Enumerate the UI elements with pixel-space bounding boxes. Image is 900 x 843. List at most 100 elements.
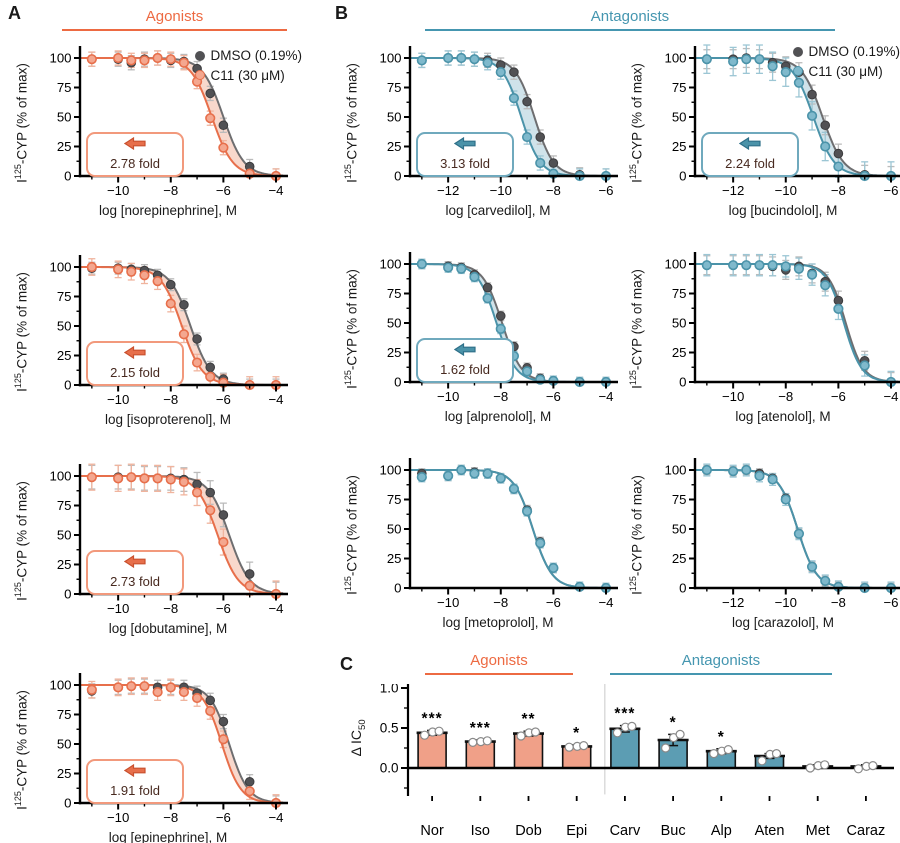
svg-text:75: 75 — [387, 80, 402, 95]
svg-text:−6: −6 — [216, 392, 231, 407]
dose-response-svg: 0 25 50 75 100 −12 −10 −8 −6 — [664, 44, 900, 198]
svg-text:−8: −8 — [831, 595, 846, 610]
dose-response-svg: 0 25 50 75 100 −10 −8 −6 −4 — [49, 46, 288, 198]
svg-text:75: 75 — [57, 707, 72, 722]
agonists-header: Agonists — [62, 8, 287, 31]
svg-text:50: 50 — [387, 316, 402, 331]
fold-shift-badge: 1.62 fold — [416, 338, 514, 383]
svg-text:−8: −8 — [493, 389, 508, 404]
dose-response-svg: 0 25 50 75 100 −10 −8 −6 −4 — [49, 673, 288, 825]
svg-text:Met: Met — [806, 823, 830, 839]
svg-text:Caraz: Caraz — [847, 823, 886, 839]
svg-text:100: 100 — [379, 257, 401, 272]
svg-text:0.5: 0.5 — [380, 721, 399, 736]
plot-canvas-alprenolol: 0 25 50 75 100 −10 −8 −6 −4 — [374, 242, 622, 412]
panel-c-label: C — [340, 654, 353, 674]
fold-shift-badge: 2.73 fold — [86, 550, 184, 595]
svg-text:−10: −10 — [775, 183, 797, 198]
svg-text:50: 50 — [57, 528, 72, 543]
plot-carvedilol: I125-CYP (% of max) 0 25 50 75 100 −12 −10 −8 −6… — [330, 36, 618, 236]
svg-text:25: 25 — [672, 551, 687, 566]
svg-text:−8: −8 — [163, 183, 178, 198]
svg-text:−10: −10 — [437, 595, 459, 610]
svg-text:*: * — [573, 725, 580, 742]
svg-text:100: 100 — [379, 463, 401, 478]
svg-text:25: 25 — [387, 551, 402, 566]
legend: DMSO (0.19%) C11 (30 μM) — [195, 46, 302, 85]
left-arrow-icon — [123, 763, 146, 782]
svg-text:75: 75 — [387, 492, 402, 507]
svg-text:0: 0 — [64, 378, 71, 393]
svg-text:**: ** — [521, 711, 535, 728]
svg-text:50: 50 — [387, 522, 402, 537]
y-axis-label: I125-CYP (% of max) — [13, 63, 30, 183]
plot-canvas-carvedilol: 0 25 50 75 100 −12 −10 −8 −6 — [374, 36, 622, 206]
svg-text:−10: −10 — [107, 601, 129, 616]
svg-text:−6: −6 — [883, 183, 898, 198]
antagonists-header: Antagonists — [425, 8, 835, 31]
antagonists-bar-header: Antagonists — [610, 652, 832, 675]
svg-text:−8: −8 — [163, 392, 178, 407]
panel-b-label: B — [335, 3, 348, 23]
svg-text:100: 100 — [379, 51, 401, 66]
x-axis-label: log [norepinephrine], M — [98, 203, 238, 218]
svg-text:−6: −6 — [216, 183, 231, 198]
svg-text:−12: −12 — [722, 595, 744, 610]
bar-chart-canvas: 0.0 0.5 1.0 *** Nor *** Iso ** Dob * Epi *** Carv * Bu… — [330, 681, 900, 843]
svg-text:75: 75 — [387, 286, 402, 301]
left-arrow-icon — [453, 136, 476, 155]
svg-text:−10: −10 — [490, 183, 512, 198]
fold-shift-badge: 2.24 fold — [701, 132, 799, 177]
svg-text:−8: −8 — [163, 810, 178, 825]
fold-shift-badge: 2.15 fold — [86, 341, 184, 386]
delta-ic50-bar-svg: 0.0 0.5 1.0 *** Nor *** Iso ** Dob * Epi *** Carv * Bu… — [380, 681, 894, 839]
svg-text:−8: −8 — [493, 595, 508, 610]
svg-text:−8: −8 — [163, 601, 178, 616]
svg-text:−10: −10 — [775, 595, 797, 610]
svg-text:50: 50 — [57, 737, 72, 752]
svg-text:−6: −6 — [216, 810, 231, 825]
svg-text:0: 0 — [64, 169, 71, 184]
legend-row-dmso: DMSO (0.19%) — [793, 42, 900, 62]
svg-text:−4: −4 — [268, 392, 283, 407]
svg-text:Aten: Aten — [755, 823, 785, 839]
svg-text:−10: −10 — [107, 183, 129, 198]
svg-text:*: * — [718, 729, 725, 746]
svg-text:25: 25 — [672, 139, 687, 154]
svg-text:50: 50 — [672, 316, 687, 331]
svg-text:−6: −6 — [216, 601, 231, 616]
svg-text:75: 75 — [57, 80, 72, 95]
plot-atenolol: I125-CYP (% of max) 0 25 50 75 100 −10 −8 −6 −4 … — [615, 242, 900, 442]
svg-text:100: 100 — [49, 678, 71, 693]
svg-text:25: 25 — [57, 139, 72, 154]
plot-canvas-dobutamine: 0 25 50 75 100 −10 −8 −6 −4 — [44, 454, 292, 624]
dose-response-svg: 0 25 50 75 100 −10 −8 −6 −4 — [49, 463, 288, 616]
svg-text:50: 50 — [672, 110, 687, 125]
svg-text:50: 50 — [387, 110, 402, 125]
y-axis-label: I125-CYP (% of max) — [13, 690, 30, 810]
y-axis-label: I125-CYP (% of max) — [343, 63, 360, 183]
y-axis-label: I125-CYP (% of max) — [13, 481, 30, 601]
x-axis-label: log [bucindolol], M — [728, 203, 838, 218]
plot-bucindolol: I125-CYP (% of max) 0 25 50 75 100 −12 −10 −8 −6… — [615, 36, 900, 236]
x-axis-label: log [epinephrine], M — [108, 830, 228, 843]
y-axis-label: I125-CYP (% of max) — [628, 63, 645, 183]
legend-row-c11: C11 (30 μM) — [195, 66, 302, 86]
left-arrow-icon — [453, 342, 476, 361]
dmso-dot-icon — [195, 50, 206, 61]
svg-text:0.0: 0.0 — [380, 761, 399, 776]
fold-shift-badge: 3.13 fold — [416, 132, 514, 177]
svg-text:−6: −6 — [546, 389, 561, 404]
dmso-dot-icon — [793, 46, 804, 57]
svg-text:−10: −10 — [722, 389, 744, 404]
plot-metoprolol: I125-CYP (% of max) 0 25 50 75 100 −10 −8 −6 −4 … — [330, 448, 618, 648]
plot-norepinephrine: I125-CYP (% of max) 0 25 50 75 100 −10 −8 −6 −4 … — [0, 36, 330, 236]
dose-response-svg: 0 25 50 75 100 −10 −8 −6 −4 — [664, 252, 900, 404]
svg-text:25: 25 — [387, 345, 402, 360]
svg-text:25: 25 — [57, 557, 72, 572]
svg-text:−10: −10 — [107, 392, 129, 407]
svg-text:−4: −4 — [598, 595, 613, 610]
panel-a: A Agonists I125-CYP (% of max) 0 25 50 75 10… — [0, 0, 330, 843]
plot-canvas-isoproterenol: 0 25 50 75 100 −10 −8 −6 −4 — [44, 245, 292, 415]
panel-a-label: A — [8, 3, 21, 23]
